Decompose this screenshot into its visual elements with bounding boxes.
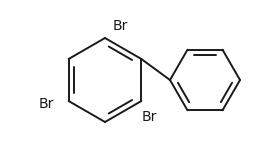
Text: Br: Br xyxy=(142,110,157,124)
Text: Br: Br xyxy=(39,97,54,111)
Text: Br: Br xyxy=(112,19,128,33)
